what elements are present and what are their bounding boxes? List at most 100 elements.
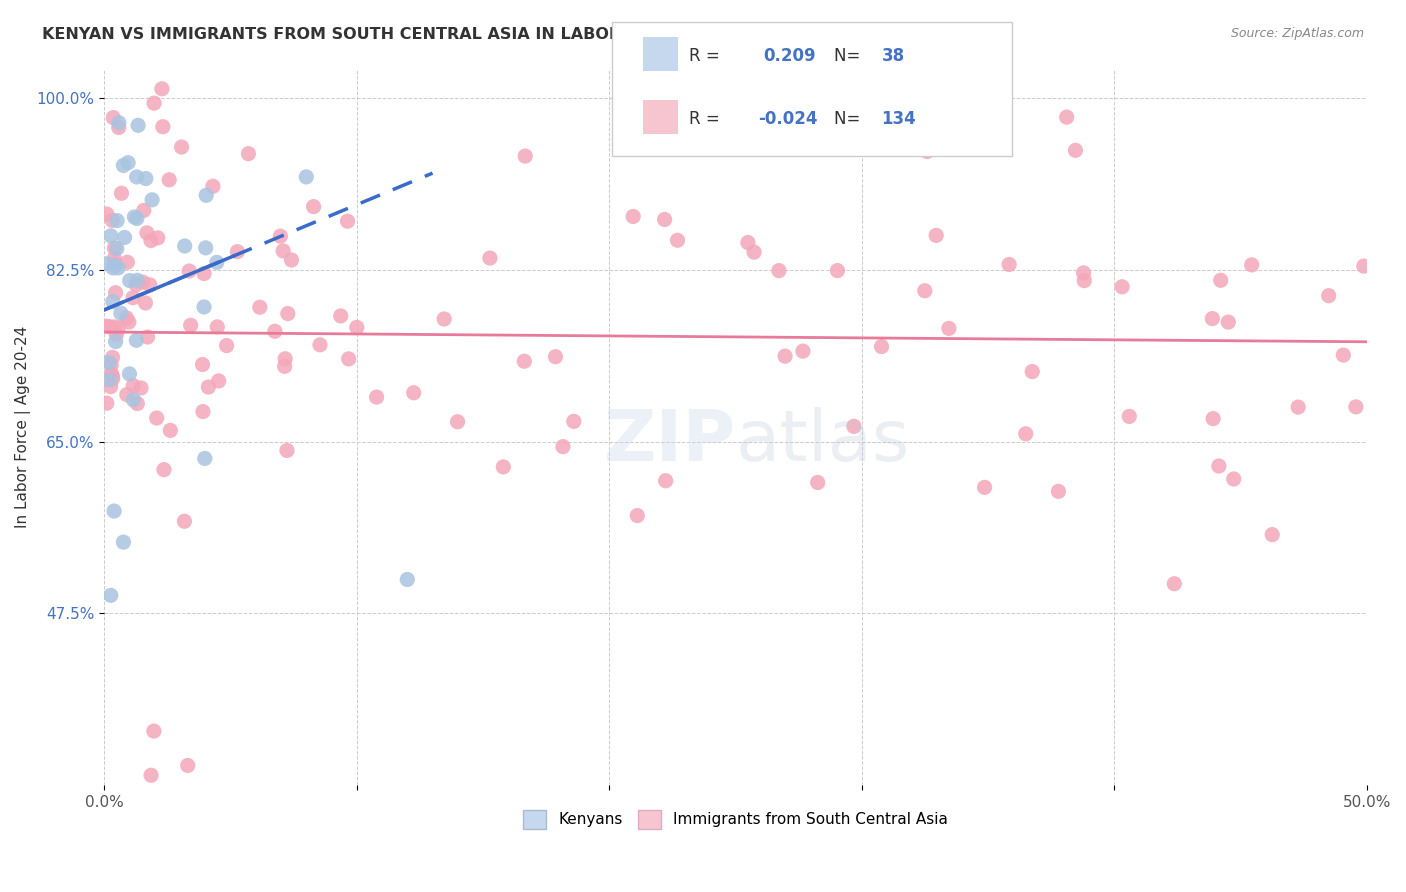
Immigrants from South Central Asia [478, 251, 501, 265]
Y-axis label: In Labor Force | Age 20-24: In Labor Force | Age 20-24 [15, 326, 31, 528]
Immigrants from South Central Asia [208, 374, 231, 388]
Immigrants from South Central Asia [177, 758, 200, 772]
Immigrants from South Central Asia [337, 351, 360, 366]
Immigrants from South Central Asia [103, 111, 125, 125]
Immigrants from South Central Asia [492, 459, 515, 474]
Kenyans [100, 588, 122, 602]
Immigrants from South Central Asia [1240, 258, 1263, 272]
Immigrants from South Central Asia [125, 277, 148, 292]
Immigrants from South Central Asia [1015, 426, 1038, 441]
Kenyans [112, 535, 135, 549]
Immigrants from South Central Asia [1201, 311, 1223, 326]
Immigrants from South Central Asia [107, 321, 129, 335]
Immigrants from South Central Asia [562, 414, 585, 428]
Immigrants from South Central Asia [1208, 458, 1230, 473]
Immigrants from South Central Asia [827, 263, 849, 277]
Immigrants from South Central Asia [1317, 288, 1340, 302]
Kenyans [141, 193, 163, 207]
Immigrants from South Central Asia [115, 310, 138, 325]
Immigrants from South Central Asia [768, 263, 790, 277]
Immigrants from South Central Asia [446, 415, 468, 429]
Immigrants from South Central Asia [193, 267, 215, 281]
Immigrants from South Central Asia [309, 338, 332, 352]
Immigrants from South Central Asia [202, 797, 225, 812]
Immigrants from South Central Asia [145, 411, 167, 425]
Immigrants from South Central Asia [152, 120, 174, 134]
Immigrants from South Central Asia [96, 319, 118, 334]
Immigrants from South Central Asia [897, 136, 920, 151]
Immigrants from South Central Asia [117, 255, 139, 269]
Immigrants from South Central Asia [122, 291, 145, 305]
Immigrants from South Central Asia [544, 350, 567, 364]
Immigrants from South Central Asia [105, 327, 128, 342]
Immigrants from South Central Asia [998, 258, 1021, 272]
Immigrants from South Central Asia [139, 234, 162, 248]
Immigrants from South Central Asia [807, 475, 830, 490]
Immigrants from South Central Asia [179, 264, 201, 278]
Immigrants from South Central Asia [1111, 279, 1133, 293]
Immigrants from South Central Asia [132, 275, 155, 289]
Kenyans [98, 373, 121, 387]
Kenyans [104, 259, 127, 273]
Kenyans [122, 392, 145, 407]
Kenyans [118, 274, 141, 288]
Immigrants from South Central Asia [271, 244, 294, 258]
Immigrants from South Central Asia [276, 443, 298, 458]
Kenyans [195, 188, 218, 202]
Immigrants from South Central Asia [626, 508, 648, 523]
Immigrants from South Central Asia [915, 145, 938, 159]
Immigrants from South Central Asia [201, 179, 224, 194]
Immigrants from South Central Asia [142, 724, 165, 739]
Immigrants from South Central Asia [1222, 472, 1244, 486]
Immigrants from South Central Asia [101, 351, 124, 365]
Kenyans [107, 260, 129, 275]
Immigrants from South Central Asia [773, 349, 796, 363]
Immigrants from South Central Asia [274, 351, 297, 366]
Immigrants from South Central Asia [402, 385, 425, 400]
Immigrants from South Central Asia [249, 300, 271, 314]
Kenyans [135, 171, 157, 186]
Kenyans [96, 257, 118, 271]
Immigrants from South Central Asia [737, 235, 759, 250]
Kenyans [193, 300, 215, 314]
Immigrants from South Central Asia [143, 96, 166, 111]
Text: R =: R = [689, 110, 725, 128]
Immigrants from South Central Asia [925, 228, 948, 243]
Immigrants from South Central Asia [1163, 576, 1185, 591]
Immigrants from South Central Asia [226, 244, 249, 259]
Immigrants from South Central Asia [134, 296, 156, 310]
Kenyans [100, 228, 122, 243]
Kenyans [103, 504, 125, 518]
Kenyans [194, 451, 217, 466]
Immigrants from South Central Asia [329, 309, 352, 323]
Text: ZIP: ZIP [603, 407, 735, 475]
Immigrants from South Central Asia [1073, 266, 1095, 280]
Immigrants from South Central Asia [180, 318, 202, 333]
Immigrants from South Central Asia [110, 186, 132, 201]
Immigrants from South Central Asia [170, 140, 193, 154]
Immigrants from South Central Asia [621, 210, 644, 224]
Immigrants from South Central Asia [103, 241, 125, 255]
Kenyans [105, 213, 128, 227]
Immigrants from South Central Asia [366, 390, 388, 404]
Kenyans [104, 334, 127, 349]
Immigrants from South Central Asia [238, 146, 260, 161]
Immigrants from South Central Asia [842, 419, 865, 434]
Immigrants from South Central Asia [96, 207, 118, 221]
Text: R =: R = [689, 47, 725, 65]
Text: 0.209: 0.209 [763, 47, 815, 65]
Text: -0.024: -0.024 [758, 110, 817, 128]
Kenyans [295, 169, 318, 184]
Immigrants from South Central Asia [273, 359, 295, 374]
Immigrants from South Central Asia [132, 203, 155, 218]
Immigrants from South Central Asia [973, 480, 995, 494]
Immigrants from South Central Asia [1218, 315, 1240, 329]
Immigrants from South Central Asia [269, 229, 291, 244]
Immigrants from South Central Asia [1209, 273, 1232, 287]
Immigrants from South Central Asia [1344, 400, 1367, 414]
Immigrants from South Central Asia [101, 372, 124, 386]
Kenyans [125, 169, 148, 184]
Immigrants from South Central Asia [433, 312, 456, 326]
Kenyans [110, 306, 132, 320]
Immigrants from South Central Asia [103, 319, 125, 334]
